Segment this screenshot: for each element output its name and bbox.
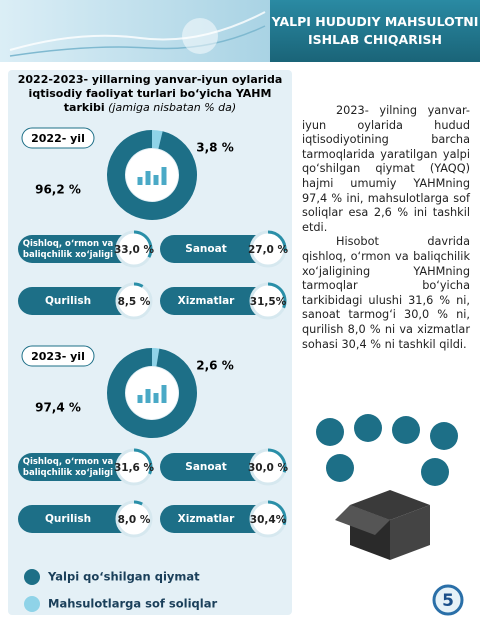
sector-ring [267,282,287,309]
sector-ring [133,230,153,258]
sector-pill [18,453,148,481]
sector-name: Xizmatlar [178,513,236,525]
page-number: 5 [442,591,454,611]
sector-pill [18,287,148,315]
donut-center [126,367,178,419]
paragraph: Hisobot davrida qishloq, o‘rmon va baliq… [302,235,470,351]
donut-center [126,149,178,201]
body-text: 2023- yilning yanvar-iyun oylarida hudud… [302,104,470,352]
legend-swatch [24,569,40,585]
sector-value: 30,4% [250,514,287,526]
sector-value: 31,6 % [114,462,155,474]
legend-swatch [24,596,40,612]
sector-ring [267,500,287,526]
year-label: 2023- yil [31,350,85,363]
sector-value: 31,5% [250,296,287,308]
sector-ring [267,448,287,473]
sector-name: Sanoat [185,461,226,473]
donut-bar-icon [137,385,167,403]
year-pill [21,127,95,149]
page-badge: 5 [432,584,464,616]
year-pill [21,345,95,367]
sector-name: Qishloq, o‘rmon va [23,457,114,467]
sector-ring [133,282,144,288]
header-line: YALPI HUDUDIY MAHSULOTNI [271,14,479,29]
panel-note: (jamiga nisbatan % da) [108,101,236,114]
sector-value: 27,0 % [248,244,289,256]
sector-name: Qishloq, o‘rmon va [23,239,114,249]
sector-name: baliqchilik xo‘jaligi [23,468,113,478]
year-label: 2022- yil [31,132,85,145]
tax-label: 3,8 % [196,141,233,155]
sector-pill [18,235,148,263]
legend-label: Mahsulotlarga sof soliqlar [48,597,217,611]
sector-value: 30,0 % [248,462,289,474]
donut-bar-icon [137,167,167,185]
header-line: ISHLAB CHIQARISH [308,32,442,47]
panel-title: 2022-2023- yillarning yanvar-iyun oylari… [18,73,283,86]
sector-value: 33,0 % [114,244,155,256]
header-decoration [0,0,270,62]
sector-pill [18,505,148,533]
sector-value: 8,5 % [118,296,151,308]
sector-name: Qurilish [45,513,91,525]
panel-title: iqtisodiy faoliyat turlari bo‘yicha YAHM [29,87,272,100]
gva-label: 97,4 % [35,401,81,415]
sector-ring [133,500,143,506]
donut-gva [107,348,197,438]
sector-ring [133,448,153,475]
legend-label: Yalpi qo‘shilgan qiymat [47,570,200,584]
paragraph: 2023- yilning yanvar-iyun oylarida hudud… [302,104,470,234]
header-title: YALPI HUDUDIY MAHSULOTNI ISHLAB CHIQARIS… [270,0,480,62]
sector-name: baliqchilik xo‘jaligi [23,250,113,260]
donut-gva [107,130,197,220]
gva-label: 96,2 % [35,183,81,197]
sector-name: Qurilish [45,295,91,307]
sector-value: 8,0 % [118,514,151,526]
tax-label: 2,6 % [196,359,233,373]
icons [316,414,458,560]
sector-name: Xizmatlar [178,295,236,307]
left-panel: 2022-2023- yillarning yanvar-iyun oylari… [8,70,292,615]
sector-name: Sanoat [185,243,226,255]
panel-title-line: tarkibi (jamiga nisbatan % da) [64,101,236,114]
sector-ring [267,230,287,252]
donut-tax [151,130,163,149]
panel-title: tarkibi [64,101,105,114]
